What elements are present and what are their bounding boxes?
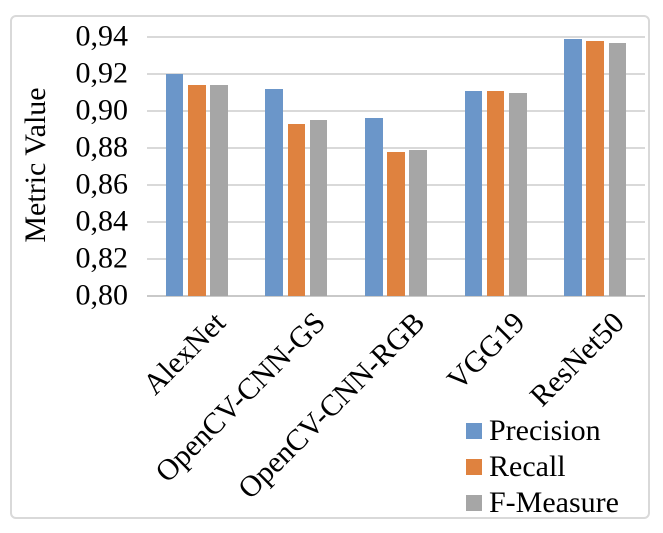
y-tick-label-0-90: 0,90 (75, 93, 129, 127)
legend-label-recall: Recall (489, 449, 566, 483)
x-axis-line (147, 295, 645, 297)
y-tick-label-0-86: 0,86 (75, 167, 129, 201)
bar-f-measure-alexnet (210, 85, 228, 296)
legend-swatch-icon-precision (466, 422, 482, 439)
bar-f-measure-vgg19 (508, 92, 527, 296)
bar-f-measure-opencv-cnn-rgb (409, 149, 428, 296)
y-tick-label-0-82: 0,82 (75, 241, 129, 275)
y-tick-label-0-84: 0,84 (75, 204, 129, 238)
bar-precision-alexnet (165, 74, 184, 296)
chart-border (10, 15, 650, 519)
y-axis-title: Metric Value (19, 87, 52, 243)
y-tick-label-0-92: 0,92 (75, 56, 129, 90)
y-tick-label-0-88: 0,88 (75, 130, 129, 164)
legend-label-f-measure: F-Measure (489, 485, 619, 519)
bar-precision-opencv-cnn-rgb (364, 118, 383, 296)
bar-recall-opencv-cnn-rgb (387, 151, 405, 296)
bar-recall-alexnet (187, 85, 206, 296)
legend-swatch-icon-f-measure (466, 494, 482, 511)
bar-f-measure-opencv-cnn-gs (309, 120, 328, 296)
legend-item-precision: Precision (466, 414, 601, 448)
bar-f-measure-resnet50 (608, 42, 627, 296)
legend-label-precision: Precision (489, 413, 601, 447)
bar-recall-vgg19 (486, 90, 505, 296)
gridline (147, 147, 645, 149)
gridline (147, 110, 645, 112)
y-tick-label-0-80: 0,80 (75, 278, 129, 312)
legend-swatch-icon-recall (466, 458, 482, 475)
legend-item-recall: Recall (466, 450, 566, 484)
bar-precision-resnet50 (564, 38, 582, 296)
y-tick-label-0-94: 0,94 (75, 19, 129, 53)
bar-recall-resnet50 (586, 40, 605, 296)
legend-item-f-measure: F-Measure (466, 486, 619, 520)
gridline (147, 36, 645, 38)
gridline (147, 73, 645, 75)
bar-recall-opencv-cnn-gs (287, 123, 306, 296)
bar-precision-vgg19 (464, 90, 483, 296)
bar-precision-opencv-cnn-gs (265, 88, 284, 296)
